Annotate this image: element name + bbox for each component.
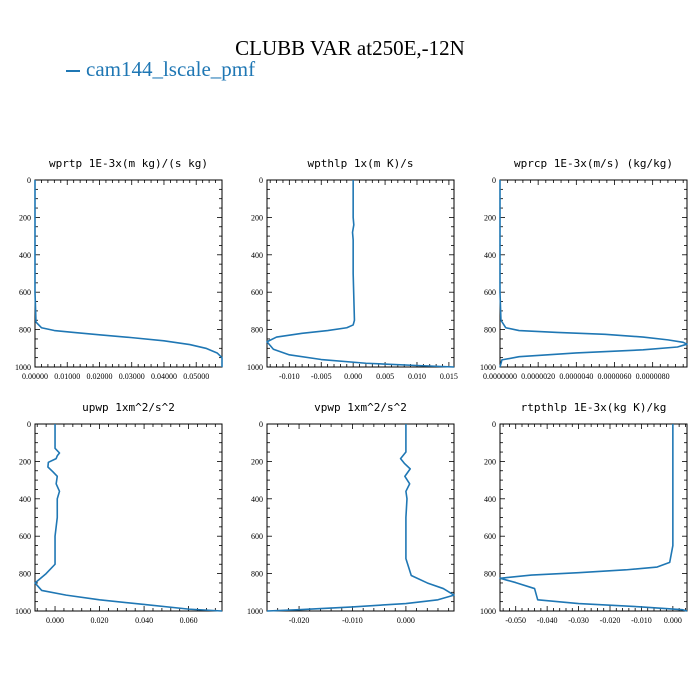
x-tick-label: -0.010	[279, 372, 300, 381]
y-tick-label: 0	[492, 420, 496, 429]
series-line	[34, 180, 223, 367]
plot-frame	[34, 423, 223, 612]
x-tick-label: 0.010	[408, 372, 426, 381]
panel-title: rtpthlp 1E-3x(kg K)/kg	[521, 401, 667, 414]
x-tick-label: -0.020	[600, 616, 621, 625]
y-tick-label: 600	[19, 288, 31, 297]
y-tick-label: 0	[27, 176, 31, 185]
y-tick-label: 400	[19, 495, 31, 504]
y-tick-label: 0	[27, 420, 31, 429]
legend-line-swatch	[66, 70, 80, 73]
series-line	[34, 424, 223, 612]
panel-title: wprtp 1E-3x(m kg)/(s kg)	[49, 157, 208, 170]
y-tick-label: 600	[19, 532, 31, 541]
x-tick-label: 0.0000000	[483, 372, 517, 381]
panel-title: wpthlp 1x(m K)/s	[308, 157, 414, 170]
x-tick-label: 0.020	[91, 616, 109, 625]
page-title: CLUBB VAR at250E,-12N	[235, 36, 465, 60]
x-tick-label: 0.000	[46, 616, 64, 625]
y-tick-label: 400	[484, 495, 496, 504]
x-tick-label: -0.030	[568, 616, 589, 625]
x-tick-label: 0.04000	[151, 372, 177, 381]
plot-frame	[266, 179, 455, 368]
panel-3: wprcp 1E-3x(m/s) (kg/kg) 0 200 400 600 800 100…	[480, 157, 688, 381]
y-tick-label: 800	[484, 326, 496, 335]
series-line	[499, 180, 688, 368]
x-tick-label: 0.000	[397, 616, 415, 625]
series-line	[266, 180, 455, 368]
panel-5: vpwp 1xm^2/s^2 0 200 400 600 800 1000 -0.020 -0.…	[247, 401, 455, 625]
y-tick-label: 600	[484, 532, 496, 541]
y-tick-label: 800	[251, 570, 263, 579]
panel-2: wpthlp 1x(m K)/s 0 200 400 600 800 1000 -0.010 -…	[247, 157, 458, 381]
x-tick-label: -0.040	[537, 616, 558, 625]
x-tick-label: 0.060	[180, 616, 198, 625]
x-tick-label: 0.0000040	[559, 372, 593, 381]
y-tick-label: 200	[484, 457, 496, 466]
y-tick-label: 600	[251, 288, 263, 297]
panel-title: wprcp 1E-3x(m/s) (kg/kg)	[514, 157, 673, 170]
y-tick-label: 800	[484, 570, 496, 579]
y-tick-label: 200	[484, 213, 496, 222]
x-tick-label: 0.000	[344, 372, 362, 381]
x-tick-label: 0.01000	[54, 372, 80, 381]
plot-frame	[34, 179, 223, 368]
y-tick-label: 600	[251, 532, 263, 541]
panel-4: upwp 1xm^2/s^2 0 200 400 600 800 1000 0.000 0.02…	[15, 401, 223, 625]
legend-label: cam144_lscale_pmf	[86, 57, 256, 81]
y-tick-label: 1000	[247, 607, 263, 616]
x-tick-label: 0.015	[440, 372, 458, 381]
x-tick-label: 0.03000	[119, 372, 145, 381]
plot-frame	[499, 423, 688, 612]
x-tick-label: 0.00000	[22, 372, 48, 381]
y-tick-label: 800	[251, 326, 263, 335]
y-tick-label: 1000	[480, 607, 496, 616]
y-tick-label: 200	[19, 457, 31, 466]
y-tick-label: 0	[492, 176, 496, 185]
x-tick-label: -0.010	[342, 616, 363, 625]
panel-title: upwp 1xm^2/s^2	[82, 401, 175, 414]
y-tick-label: 200	[251, 213, 263, 222]
y-tick-label: 400	[484, 251, 496, 260]
y-tick-label: 400	[19, 251, 31, 260]
series-line	[499, 424, 688, 612]
x-tick-label: 0.05000	[183, 372, 209, 381]
x-tick-label: -0.010	[631, 616, 652, 625]
x-tick-label: 0.0000020	[521, 372, 555, 381]
panel-6: rtpthlp 1E-3x(kg K)/kg02004006008001000-…	[480, 401, 688, 625]
x-tick-label: 0.0000080	[636, 372, 670, 381]
y-tick-label: 400	[251, 495, 263, 504]
x-tick-label: 0.040	[135, 616, 153, 625]
y-tick-label: 1000	[15, 363, 31, 372]
x-tick-label: 0.0000060	[597, 372, 631, 381]
y-tick-label: 1000	[247, 363, 263, 372]
series-line	[266, 424, 455, 612]
y-tick-label: 200	[19, 213, 31, 222]
x-tick-label: -0.020	[289, 616, 310, 625]
y-tick-label: 600	[484, 288, 496, 297]
y-tick-label: 800	[19, 326, 31, 335]
y-tick-label: 0	[259, 420, 263, 429]
x-tick-label: -0.050	[505, 616, 526, 625]
x-tick-label: 0.02000	[86, 372, 112, 381]
legend: cam144_lscale_pmf	[66, 57, 255, 82]
y-tick-label: 400	[251, 251, 263, 260]
panel-title: vpwp 1xm^2/s^2	[314, 401, 407, 414]
y-tick-label: 0	[259, 176, 263, 185]
y-tick-label: 1000	[480, 363, 496, 372]
x-tick-label: 0.005	[376, 372, 394, 381]
panel-1: wprtp 1E-3x(m kg)/(s kg) 0 200 400 600 800 100…	[15, 157, 223, 381]
y-tick-label: 200	[251, 457, 263, 466]
y-tick-label: 1000	[15, 607, 31, 616]
x-tick-label: 0.000	[664, 616, 682, 625]
y-tick-label: 800	[19, 570, 31, 579]
x-tick-label: -0.005	[311, 372, 332, 381]
